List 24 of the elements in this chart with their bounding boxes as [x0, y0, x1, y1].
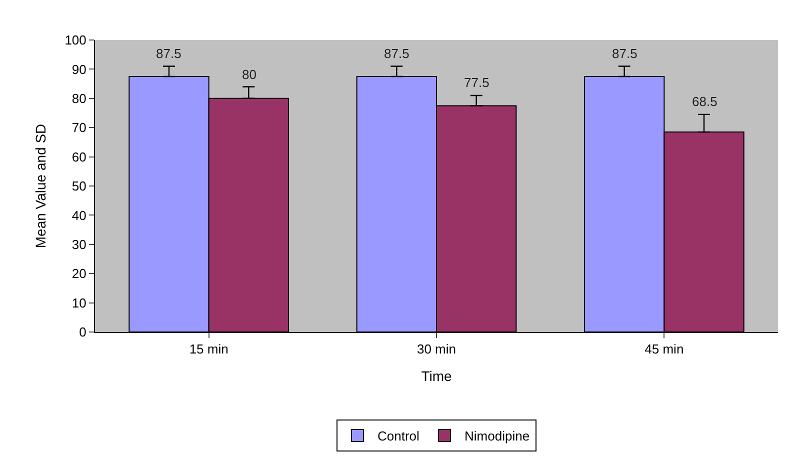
data-label: 87.5 — [156, 46, 182, 61]
y-tick-label: 70 — [72, 120, 86, 136]
y-tick-label: 20 — [72, 266, 86, 282]
y-tick-label: 40 — [72, 208, 86, 223]
y-tick-label: 90 — [72, 62, 86, 77]
legend-label: Nimodipine — [464, 428, 530, 444]
data-label: 77.5 — [464, 75, 490, 90]
y-tick-label: 30 — [72, 236, 86, 252]
legend-label: Control — [378, 428, 420, 444]
x-tick-label: 45 min — [644, 342, 684, 357]
x-axis-title: Time — [421, 368, 452, 384]
data-label: 87.5 — [612, 46, 638, 61]
y-tick-label: 10 — [72, 295, 86, 310]
data-label: 80 — [242, 67, 256, 82]
y-tick-label: 100 — [64, 32, 86, 48]
y-tick-label: 80 — [72, 90, 86, 106]
data-label: 68.5 — [692, 94, 718, 109]
x-tick-label: 15 min — [189, 342, 228, 357]
y-tick-label: 50 — [72, 178, 86, 194]
data-label: 87.5 — [384, 46, 410, 61]
x-tick-label: 30 min — [416, 342, 456, 357]
y-tick-label: 60 — [72, 149, 86, 164]
y-axis-title: Mean Value and SD — [32, 124, 48, 248]
y-tick-label: 0 — [79, 324, 86, 340]
